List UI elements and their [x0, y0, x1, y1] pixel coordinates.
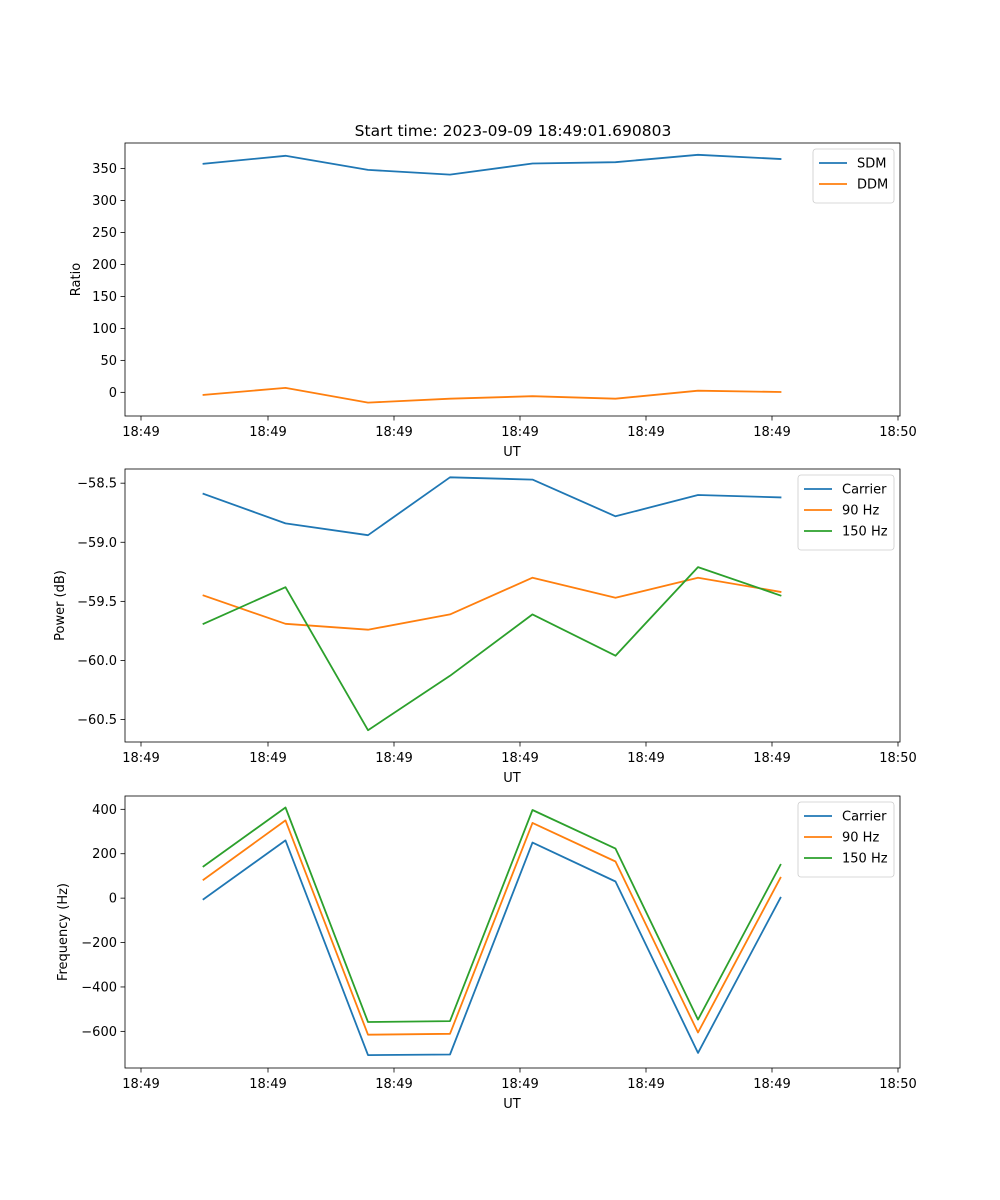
axes-frame	[124, 795, 901, 1069]
y-tick-label: −58.5	[77, 477, 117, 492]
x-tick-label: 18:49	[122, 751, 159, 766]
y-tick-label: −60.5	[77, 713, 117, 728]
y-tick-label: −59.0	[77, 536, 117, 551]
y-tick-label: 150	[92, 290, 117, 305]
figure-title: Start time: 2023-09-09 18:49:01.690803	[355, 122, 672, 140]
x-tick-label: 18:49	[501, 425, 538, 440]
y-tick-label: 250	[92, 226, 117, 241]
x-tick-label: 18:50	[879, 425, 916, 440]
legend-label: 150 Hz	[842, 525, 888, 540]
x-tick-label: 18:49	[375, 751, 412, 766]
y-tick-label: −59.5	[77, 595, 117, 610]
x-axis-label: UT	[503, 445, 521, 460]
x-tick-label: 18:49	[249, 425, 286, 440]
x-tick-label: 18:49	[249, 751, 286, 766]
y-axis-label: Power (dB)	[53, 570, 68, 641]
y-tick-label: 0	[109, 892, 117, 907]
x-tick-label: 18:49	[627, 1077, 664, 1092]
x-tick-label: 18:49	[627, 425, 664, 440]
y-tick-label: 350	[92, 162, 117, 177]
y-tick-label: 200	[92, 258, 117, 273]
legend-label: SDM	[857, 157, 886, 172]
legend-label: Carrier	[842, 810, 887, 825]
x-axis-label: UT	[503, 1097, 521, 1112]
series-line-90-hz	[202, 819, 782, 1036]
y-tick-label: 100	[92, 322, 117, 337]
x-tick-label: 18:49	[249, 1077, 286, 1092]
x-tick-label: 18:49	[501, 751, 538, 766]
series-line-150-hz	[202, 806, 782, 1023]
x-tick-label: 18:49	[375, 1077, 412, 1092]
legend-label: 90 Hz	[842, 831, 879, 846]
series-line-ddm	[202, 386, 782, 404]
ratio-subplot: 18:49 18:49 18:49 18:49 18:49 18:49 18:50 0 50 10…	[69, 142, 917, 460]
legend-label: DDM	[857, 178, 888, 193]
legend-label: Carrier	[842, 483, 887, 498]
legend-label: 150 Hz	[842, 852, 888, 867]
frequency-subplot: 18:49 18:49 18:49 18:49 18:49 18:49 18:50 400 20…	[56, 795, 917, 1112]
series-line-carrier	[202, 476, 782, 537]
x-tick-label: 18:49	[122, 425, 159, 440]
y-tick-label: 50	[100, 354, 117, 369]
x-tick-label: 18:49	[753, 1077, 790, 1092]
y-axis-label: Ratio	[69, 263, 84, 296]
x-axis-label: UT	[503, 771, 521, 786]
series-line-sdm	[202, 153, 782, 176]
x-tick-label: 18:49	[375, 425, 412, 440]
axes-frame	[124, 468, 901, 743]
y-axis-label: Frequency (Hz)	[56, 883, 71, 981]
y-tick-label: −60.0	[77, 654, 117, 669]
y-tick-label: 200	[92, 847, 117, 862]
y-tick-label: 400	[92, 803, 117, 818]
y-tick-label: 300	[92, 194, 117, 209]
x-tick-label: 18:49	[501, 1077, 538, 1092]
x-tick-label: 18:49	[753, 425, 790, 440]
series-line-carrier	[202, 839, 782, 1056]
x-tick-label: 18:50	[879, 1077, 916, 1092]
legend-label: 90 Hz	[842, 504, 879, 519]
x-tick-label: 18:49	[122, 1077, 159, 1092]
y-tick-label: −400	[81, 980, 117, 995]
y-tick-label: 0	[109, 386, 117, 401]
x-tick-label: 18:49	[627, 751, 664, 766]
x-tick-label: 18:49	[753, 751, 790, 766]
axes-frame	[124, 142, 901, 417]
series-line-150-hz	[202, 566, 782, 732]
power-subplot: 18:49 18:49 18:49 18:49 18:49 18:49 18:50 −58.5…	[53, 468, 917, 786]
y-tick-label: −600	[81, 1025, 117, 1040]
y-tick-label: −200	[81, 936, 117, 951]
x-tick-label: 18:50	[879, 751, 916, 766]
